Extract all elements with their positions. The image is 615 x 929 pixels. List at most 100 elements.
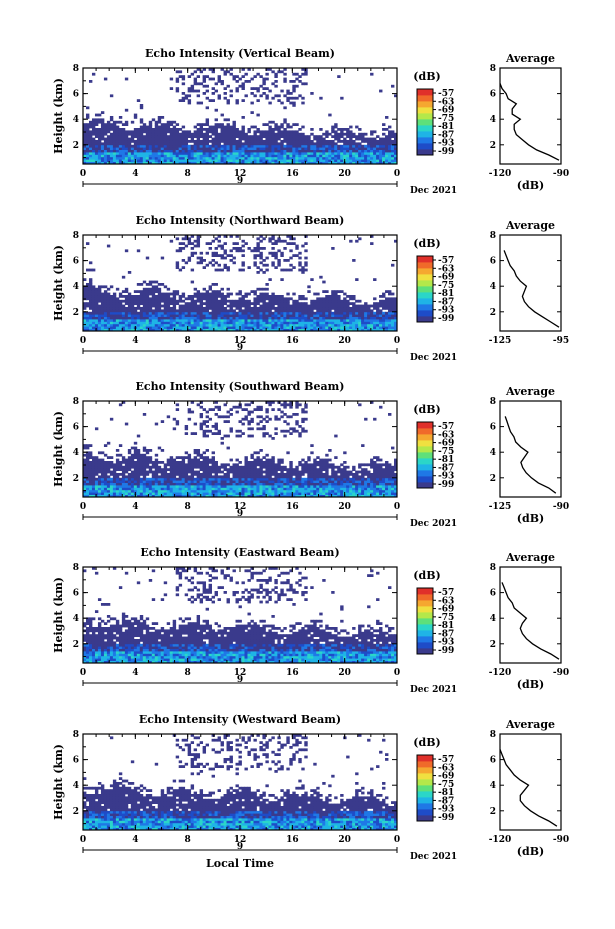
heatmap-cell <box>235 321 239 325</box>
heatmap-cell <box>307 154 311 158</box>
heatmap-cell <box>151 161 156 165</box>
heatmap-cell <box>250 144 254 148</box>
heatmap-cell <box>160 468 165 471</box>
heatmap-cell <box>223 118 227 122</box>
heatmap-cell <box>268 302 272 305</box>
heatmap-cell <box>208 135 212 138</box>
heatmap-cell <box>139 130 144 134</box>
heatmap-cell <box>226 254 230 257</box>
heatmap-cell <box>379 161 383 165</box>
heatmap-cell <box>289 326 293 329</box>
heatmap-cell <box>241 326 245 329</box>
heatmap-cell <box>139 470 144 474</box>
heatmap-cell <box>133 485 138 488</box>
heatmap-cell <box>277 156 281 160</box>
heatmap-cell <box>124 475 129 479</box>
heatmap-cell <box>241 314 245 317</box>
heatmap-cell <box>349 125 353 129</box>
heatmap-cell <box>349 326 353 329</box>
heatmap-cell <box>91 485 96 488</box>
heatmap-cell <box>286 292 290 296</box>
heatmap-cell <box>160 142 165 146</box>
heatmap-cell <box>193 321 198 325</box>
heatmap-cell <box>379 152 383 155</box>
heatmap-cell <box>250 316 254 320</box>
heatmap-cell <box>247 307 251 310</box>
heatmap-cell <box>187 468 192 471</box>
heatmap-cell <box>283 130 287 134</box>
heatmap-cell <box>250 463 254 467</box>
heatmap-cell <box>103 302 108 305</box>
heatmap-cell <box>160 470 165 474</box>
heatmap-cell <box>196 261 201 265</box>
heatmap-cell <box>262 492 266 495</box>
heatmap-cell <box>187 489 192 493</box>
heatmap-cell <box>298 140 302 143</box>
heatmap-cell <box>265 292 269 296</box>
heatmap-cell <box>334 132 338 136</box>
heatmap-cell <box>262 259 266 262</box>
heatmap-cell <box>250 314 254 317</box>
heatmap-cell <box>184 132 189 136</box>
heatmap-cell <box>94 295 99 298</box>
heatmap-cell <box>250 492 254 495</box>
heatmap-cell <box>241 142 245 146</box>
heatmap-cell <box>337 290 341 293</box>
heatmap-cell <box>253 309 257 313</box>
heatmap-cell <box>151 142 156 146</box>
heatmap-cell <box>172 417 177 421</box>
heatmap-cell <box>208 408 212 411</box>
heatmap-cell <box>382 307 386 310</box>
heatmap-cell <box>121 470 126 474</box>
heatmap-cell <box>289 304 293 308</box>
heatmap-cell <box>151 487 156 491</box>
heatmap-cell <box>88 125 93 129</box>
heatmap-cell <box>310 321 314 325</box>
heatmap-cell <box>121 135 126 138</box>
heatmap-cell <box>325 328 329 332</box>
heatmap-cell <box>223 142 227 146</box>
heatmap-cell <box>178 144 183 148</box>
heatmap-cell <box>310 302 314 305</box>
heatmap-cell <box>199 425 204 428</box>
heatmap-cell <box>337 302 341 305</box>
heatmap-cell <box>256 480 260 483</box>
heatmap-cell <box>115 144 120 148</box>
heatmap-cells <box>83 68 398 165</box>
heatmap-cell <box>241 417 245 421</box>
heatmap-cell <box>196 323 201 327</box>
heatmap-cell <box>250 101 254 105</box>
heatmap-cell <box>136 463 141 467</box>
heatmap-cell <box>349 144 353 148</box>
heatmap-cell <box>211 263 215 267</box>
heatmap-cell <box>229 302 233 305</box>
colorbar-band <box>417 298 433 305</box>
heatmap-cell <box>355 316 359 320</box>
heatmap-cell <box>358 156 362 160</box>
heatmap-cell <box>229 492 233 495</box>
heatmap-cell <box>373 149 377 153</box>
heatmap-cell <box>160 149 165 153</box>
heatmap-cell <box>250 156 254 160</box>
heatmap-cell <box>148 135 153 138</box>
heatmap-cell <box>115 492 120 495</box>
heatmap-cell <box>115 321 120 325</box>
heatmap-cell <box>163 123 168 126</box>
heatmap-cell <box>217 475 221 479</box>
heatmap-cell <box>88 268 93 272</box>
heatmap-cell <box>244 487 248 491</box>
heatmap-cell <box>106 149 111 153</box>
heatmap-cell <box>223 130 227 134</box>
heatmap-cell <box>157 468 162 471</box>
panel-title: Echo Intensity (Southward Beam) <box>136 380 345 393</box>
heatmap-cell <box>277 70 281 74</box>
heatmap-cell <box>241 465 245 469</box>
heatmap-cell <box>319 297 323 301</box>
heatmap-cell <box>214 489 218 493</box>
heatmap-cell <box>331 307 335 310</box>
heatmap-cell <box>265 321 269 325</box>
heatmap-cell <box>106 297 111 301</box>
colorbar-band <box>417 131 433 138</box>
heatmap-cell <box>94 307 99 310</box>
heatmap-cell <box>361 144 365 148</box>
